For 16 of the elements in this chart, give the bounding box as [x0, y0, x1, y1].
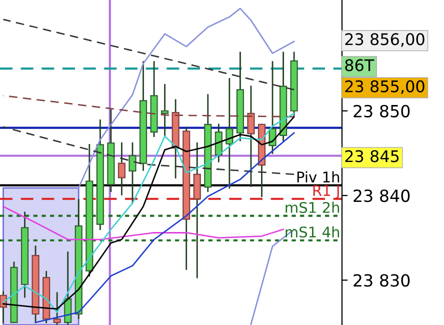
y-tick-label: 23 840 [354, 189, 410, 202]
text: 23 845 [345, 150, 399, 162]
text: 23 856,00 [345, 33, 424, 47]
candlestick [128, 142, 136, 204]
y-tick-label: 23 850 [354, 104, 410, 118]
ref-line-label: mS1 2h [286, 202, 340, 213]
ref-line-label: mS1 4h [286, 226, 340, 238]
candlestick [118, 142, 126, 196]
y-tick-label: 23 830 [354, 274, 410, 287]
ref-line-label: Piv 1h [297, 171, 340, 182]
candlestick [268, 61, 276, 154]
candlestick [226, 78, 234, 189]
candlestick [53, 292, 61, 325]
text: 86T [345, 59, 374, 72]
text: 23 855,00 [345, 80, 424, 94]
candlestick [161, 84, 169, 137]
